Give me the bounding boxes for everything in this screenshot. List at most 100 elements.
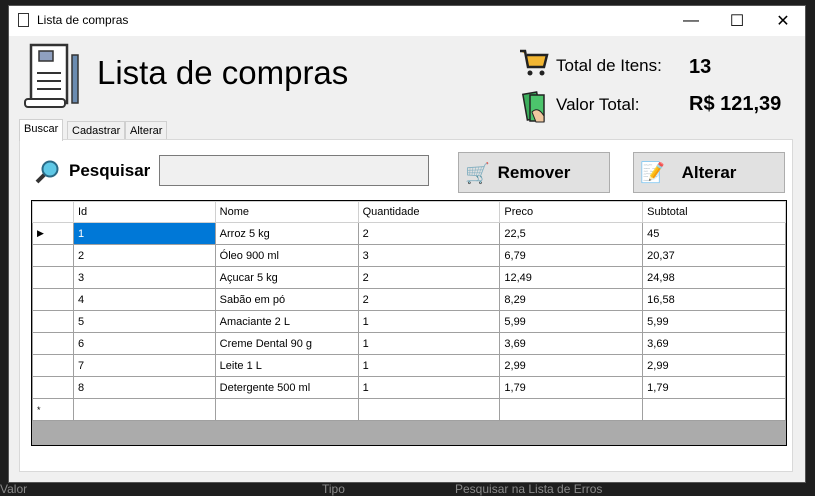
edit-button[interactable]: 📝 Alterar [633,152,785,193]
table-row[interactable]: 3 Açucar 5 kg 2 12,49 24,98 [32,266,786,289]
table-row[interactable]: 2 Óleo 900 ml 3 6,79 20,37 [32,244,786,267]
table-cell[interactable]: Creme Dental 90 g [214,332,359,355]
table-cell[interactable]: 7 [72,354,216,377]
table-cell[interactable]: Leite 1 L [214,354,359,377]
table-cell[interactable]: 1,79 [642,376,786,399]
table-cell[interactable]: 2 [357,266,501,289]
row-header[interactable]: ▶ [32,222,74,245]
total-value-label: Valor Total: [556,95,640,114]
table-cell[interactable]: 2 [72,244,216,267]
table-cell[interactable]: 5,99 [642,310,786,333]
table-cell[interactable]: 4 [72,288,216,311]
table-cell[interactable]: 3,69 [642,332,786,355]
items-grid[interactable]: Id Nome Quantidade Preco Subtotal ▶ 1 Arroz 5 … [31,200,787,446]
table-cell[interactable]: Arroz 5 kg [214,222,359,245]
table-row[interactable]: ▶ 1 Arroz 5 kg 2 22,5 45 [32,222,786,245]
minimize-button[interactable]: — [683,12,699,29]
app-icon [18,13,29,27]
column-header-preco[interactable]: Preco [499,201,644,223]
tab-cadastrar[interactable]: Cadastrar [67,121,126,140]
table-cell[interactable]: 2 [357,222,501,245]
maximize-button[interactable]: ☐ [729,13,745,30]
table-cell[interactable]: 45 [642,222,786,245]
main-window: Lista de compras — ☐ ✕ Lista de compras … [8,5,806,483]
shopping-list-icon [24,43,79,108]
table-cell[interactable]: 8,29 [499,288,644,311]
row-header[interactable]: * [32,398,74,421]
cart-icon [520,49,549,76]
total-value-value: R$ 121,39 [689,93,782,115]
column-header-id[interactable]: Id [72,201,216,223]
bg-text: Tipo [322,482,345,496]
column-header-quantidade[interactable]: Quantidade [357,201,501,223]
table-cell[interactable]: 1 [357,310,501,333]
row-header-corner [32,201,74,223]
row-header[interactable] [32,354,74,377]
table-cell[interactable]: 1,79 [499,376,644,399]
row-header[interactable] [32,288,74,311]
table-cell[interactable]: 22,5 [499,222,644,245]
table-cell[interactable] [642,398,786,421]
table-cell[interactable]: 6,79 [499,244,644,267]
table-cell[interactable]: Óleo 900 ml [214,244,359,267]
row-header[interactable] [32,376,74,399]
money-icon [522,91,545,123]
table-row[interactable]: 8 Detergente 500 ml 1 1,79 1,79 [32,376,786,399]
page-title: Lista de compras [97,54,349,91]
total-items-value: 13 [689,56,712,78]
table-cell[interactable]: Sabão em pó [214,288,359,311]
row-header[interactable] [32,266,74,289]
edit-button-label: Alterar [681,162,737,182]
table-cell[interactable]: 20,37 [642,244,786,267]
search-input[interactable] [159,155,429,186]
close-button[interactable]: ✕ [776,13,790,30]
table-cell[interactable]: 2,99 [499,354,644,377]
table-cell[interactable]: 3,69 [499,332,644,355]
title-bar: Lista de compras — ☐ ✕ [9,6,805,36]
remove-button-label: Remover [497,162,571,182]
row-header[interactable] [32,244,74,267]
table-cell[interactable]: Detergente 500 ml [214,376,359,399]
row-header[interactable] [32,310,74,333]
table-row[interactable]: 7 Leite 1 L 1 2,99 2,99 [32,354,786,377]
table-cell[interactable]: Açucar 5 kg [214,266,359,289]
table-row[interactable]: 5 Amaciante 2 L 1 5,99 5,99 [32,310,786,333]
table-cell[interactable] [357,398,501,421]
search-label: Pesquisar [69,161,151,180]
table-cell[interactable]: 12,49 [499,266,644,289]
items-table: Id Nome Quantidade Preco Subtotal ▶ 1 Arroz 5 … [32,201,786,421]
table-row[interactable]: 6 Creme Dental 90 g 1 3,69 3,69 [32,332,786,355]
table-cell[interactable]: 3 [72,266,216,289]
tab-buscar[interactable]: Buscar [19,119,64,141]
table-cell[interactable]: 3 [357,244,501,267]
column-header-subtotal[interactable]: Subtotal [642,201,786,223]
window-title: Lista de compras [37,13,129,27]
table-cell[interactable]: 5 [72,310,216,333]
table-cell[interactable]: Amaciante 2 L [214,310,359,333]
table-row[interactable]: 4 Sabão em pó 2 8,29 16,58 [32,288,786,311]
table-cell[interactable]: 1 [72,222,216,245]
table-cell[interactable]: 16,58 [642,288,786,311]
table-cell[interactable] [214,398,359,421]
bg-text: Valor [0,482,28,496]
table-cell[interactable] [72,398,216,421]
search-icon [35,160,59,184]
new-row[interactable]: * [32,398,786,421]
edit-icon: 📝 [640,162,665,184]
tab-alterar[interactable]: Alterar [125,121,168,140]
table-cell[interactable]: 2,99 [642,354,786,377]
table-cell[interactable]: 8 [72,376,216,399]
column-header-nome[interactable]: Nome [214,201,359,223]
total-items-label: Total de Itens: [556,56,662,75]
table-cell[interactable] [499,398,644,421]
row-header[interactable] [32,332,74,355]
table-cell[interactable]: 5,99 [499,310,644,333]
table-cell[interactable]: 24,98 [642,266,786,289]
table-cell[interactable]: 2 [357,288,501,311]
table-cell[interactable]: 1 [357,354,501,377]
remove-button[interactable]: 🛒 Remover [458,152,610,193]
table-cell[interactable]: 1 [357,376,501,399]
cart-remove-icon: 🛒 [465,163,490,185]
table-cell[interactable]: 6 [72,332,216,355]
table-cell[interactable]: 1 [357,332,501,355]
